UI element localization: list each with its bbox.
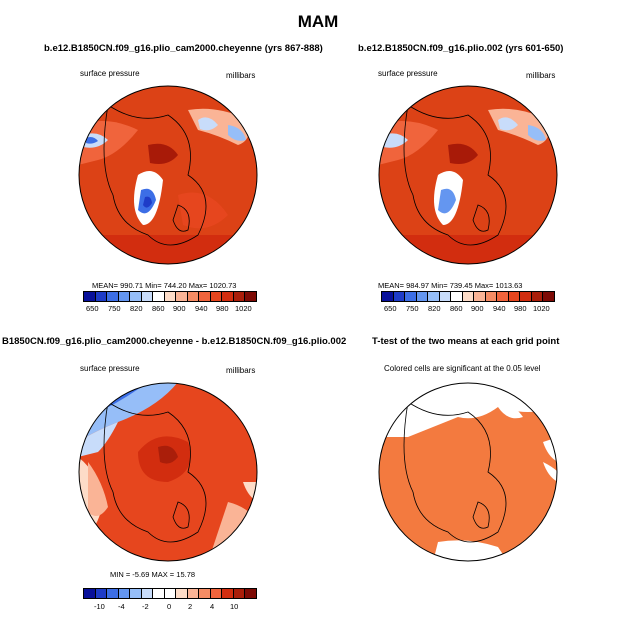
cbar-cell <box>222 292 234 301</box>
cbar-tick: 1020 <box>533 304 550 313</box>
cbar-cell <box>153 292 165 301</box>
cbar-tick: 0 <box>167 602 172 611</box>
panel-4-title: T-test of the two means at each grid poi… <box>372 336 560 347</box>
cbar-cell <box>222 589 234 598</box>
cbar-cell <box>176 292 188 301</box>
cbar-cell <box>210 292 223 301</box>
panel-3-map <box>78 382 258 562</box>
panel-2-colorbar <box>381 291 555 302</box>
cbar-tick: 940 <box>195 304 208 313</box>
cbar-cell <box>520 292 532 301</box>
cbar-cell <box>245 292 256 301</box>
cbar-cell <box>233 589 246 598</box>
cbar-tick: 750 <box>108 304 121 313</box>
cbar-cell <box>245 589 256 598</box>
panel-1-left-label: surface pressure <box>80 69 140 78</box>
cbar-cell <box>118 292 131 301</box>
cbar-tick: 650 <box>384 304 397 313</box>
panel-2-title: b.e12.B1850CN.f09_g16.plio.002 (yrs 601-… <box>358 43 564 54</box>
cbar-cell <box>107 589 119 598</box>
panel-3-stats: MIN = -5.69 MAX = 15.78 <box>110 570 196 579</box>
panel-4-map <box>378 382 558 562</box>
cbar-tick: 650 <box>86 304 99 313</box>
cbar-tick: 860 <box>152 304 165 313</box>
cbar-cell <box>141 292 154 301</box>
panel-1-colorbar <box>83 291 257 302</box>
cbar-cell <box>439 292 452 301</box>
cbar-cell <box>153 589 165 598</box>
cbar-tick: 940 <box>493 304 506 313</box>
cbar-tick: 2 <box>188 602 193 611</box>
cbar-cell <box>199 589 211 598</box>
cbar-cell <box>176 589 188 598</box>
cbar-cell <box>497 292 509 301</box>
cbar-cell <box>141 589 154 598</box>
cbar-cell <box>187 589 200 598</box>
cbar-cell <box>95 589 108 598</box>
panel-1-map <box>78 85 258 265</box>
panel-3-left-label: surface pressure <box>80 364 140 373</box>
cbar-cell <box>199 292 211 301</box>
panel-2-left-label: surface pressure <box>378 69 438 78</box>
cbar-cell <box>187 292 200 301</box>
panel-4-subtitle: Colored cells are significant at the 0.0… <box>384 364 541 373</box>
cbar-cell <box>393 292 406 301</box>
cbar-tick: 900 <box>471 304 484 313</box>
panel-1-units: millibars <box>226 71 256 80</box>
cbar-cell <box>543 292 554 301</box>
cbar-cell <box>485 292 498 301</box>
cbar-cell <box>462 292 475 301</box>
cbar-cell <box>107 292 119 301</box>
cbar-cell <box>84 589 96 598</box>
cbar-tick: 750 <box>406 304 419 313</box>
cbar-cell <box>405 292 417 301</box>
cbar-cell <box>164 589 177 598</box>
panel-2-stats: MEAN= 984.97 Min= 739.45 Max= 1013.63 <box>378 281 523 290</box>
cbar-cell <box>164 292 177 301</box>
panel-3-units: millibars <box>226 366 256 375</box>
cbar-tick: 820 <box>428 304 441 313</box>
cbar-tick: 10 <box>230 602 239 611</box>
cbar-cell <box>474 292 486 301</box>
cbar-tick: -2 <box>142 602 149 611</box>
cbar-tick: 820 <box>130 304 143 313</box>
panel-1-stats: MEAN= 990.71 Min= 744.20 Max= 1020.73 <box>92 281 237 290</box>
cbar-cell <box>451 292 463 301</box>
cbar-tick: 4 <box>210 602 215 611</box>
cbar-tick: -10 <box>94 602 105 611</box>
cbar-cell <box>84 292 96 301</box>
cbar-tick: 860 <box>450 304 463 313</box>
panel-1-title: b.e12.B1850CN.f09_g16.plio_cam2000.cheye… <box>44 43 323 54</box>
panel-2-units: millibars <box>526 71 556 80</box>
cbar-cell <box>210 589 223 598</box>
cbar-tick: -4 <box>118 602 125 611</box>
panel-2-map <box>378 85 558 265</box>
main-title: MAM <box>297 12 339 31</box>
panel-3-colorbar <box>83 588 257 599</box>
cbar-cell <box>531 292 544 301</box>
cbar-tick: 900 <box>173 304 186 313</box>
cbar-cell <box>95 292 108 301</box>
cbar-tick: 1020 <box>235 304 252 313</box>
cbar-cell <box>233 292 246 301</box>
cbar-tick: 980 <box>514 304 527 313</box>
panel-3-title: B1850CN.f09_g16.plio_cam2000.cheyenne - … <box>2 336 347 347</box>
cbar-cell <box>416 292 429 301</box>
cbar-cell <box>428 292 440 301</box>
cbar-cell <box>118 589 131 598</box>
cbar-cell <box>130 292 142 301</box>
cbar-cell <box>382 292 394 301</box>
cbar-cell <box>130 589 142 598</box>
cbar-tick: 980 <box>216 304 229 313</box>
cbar-cell <box>508 292 521 301</box>
